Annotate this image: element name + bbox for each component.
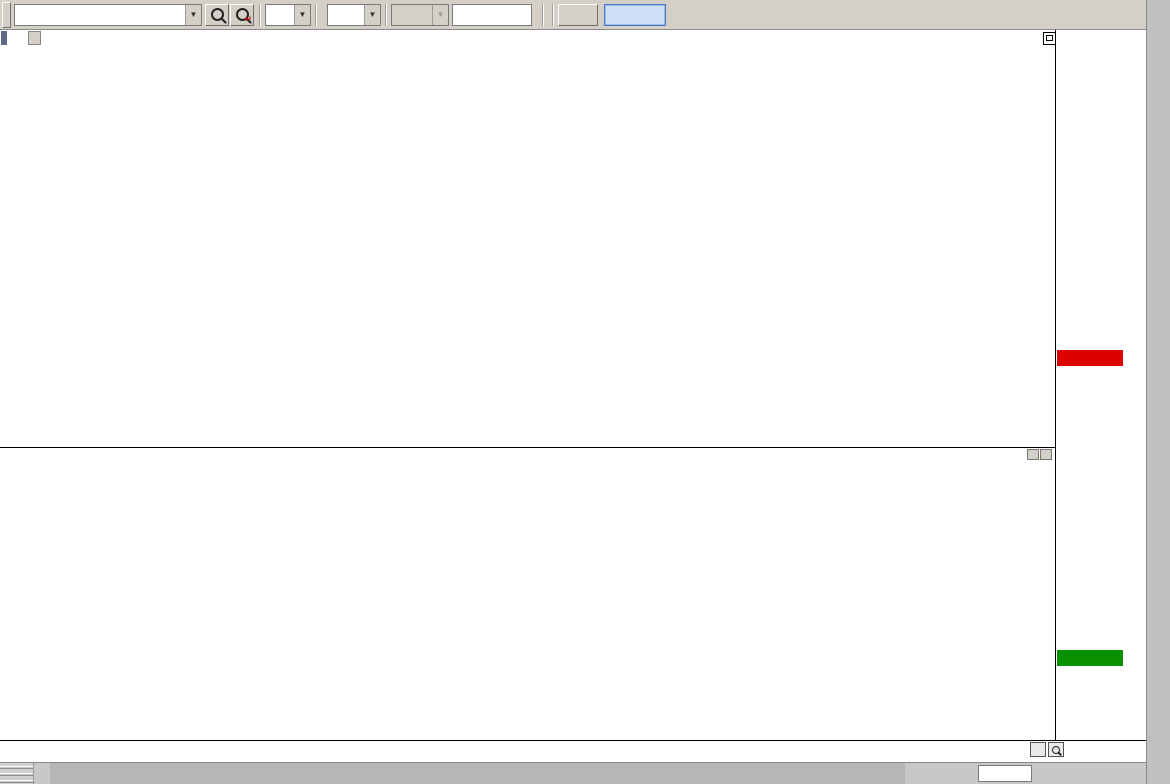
time-axis-line [0,740,1146,741]
symbol-combo[interactable]: ▼ [14,3,202,26]
magnifier-icon [1052,745,1060,754]
bar-position-input[interactable] [978,765,1032,782]
bar-count-input[interactable] [452,3,532,26]
search-recent-icon [235,8,249,21]
chevron-down-icon[interactable]: ▼ [364,4,380,25]
chevron-down-icon[interactable]: ▼ [294,4,310,25]
restore-window-icon[interactable] [1043,32,1056,45]
chevron-down-icon: ▼ [432,4,448,25]
toolbar-scroll-left-button[interactable] [2,1,11,28]
chevron-down-icon[interactable]: ▼ [185,4,201,25]
minimap-histogram [50,763,905,784]
close-panel-icon[interactable] [1040,449,1052,460]
main-toolbar: ▼ ↵ ▼ ▼ ▼ [0,0,1146,30]
price-chart [0,44,1055,447]
bottom-scrollbar [0,762,1146,784]
chart-region [0,30,1146,762]
search-button[interactable] [205,3,229,26]
panel-divider[interactable] [0,447,1055,448]
close-icon[interactable] [28,31,41,45]
separator [552,3,554,26]
upload-button[interactable] [604,3,666,26]
count-combo: ▼ [391,3,449,26]
chart-tab[interactable] [1,31,7,45]
tick-combo[interactable]: ▼ [327,3,381,26]
last-price-badge [1057,350,1123,366]
separator [259,3,261,26]
separator [385,3,387,26]
minute-combo[interactable]: ▼ [265,3,311,26]
zoom-axis-button[interactable] [1048,742,1064,757]
separator [542,3,544,26]
individual-button [558,3,598,26]
overview-minimap[interactable] [50,763,905,784]
indicator-value-badge [1057,650,1123,666]
indicator-chart [0,448,1055,741]
search-icon [210,8,224,21]
edit-axis-button[interactable] [1030,742,1046,757]
price-axis-line [1055,30,1056,740]
search-recent-button[interactable]: ↵ [230,3,254,26]
separator [315,3,317,26]
minimize-panel-icon[interactable] [1027,449,1039,460]
drawing-toolbar [1146,0,1170,784]
drag-grip[interactable] [0,763,34,784]
